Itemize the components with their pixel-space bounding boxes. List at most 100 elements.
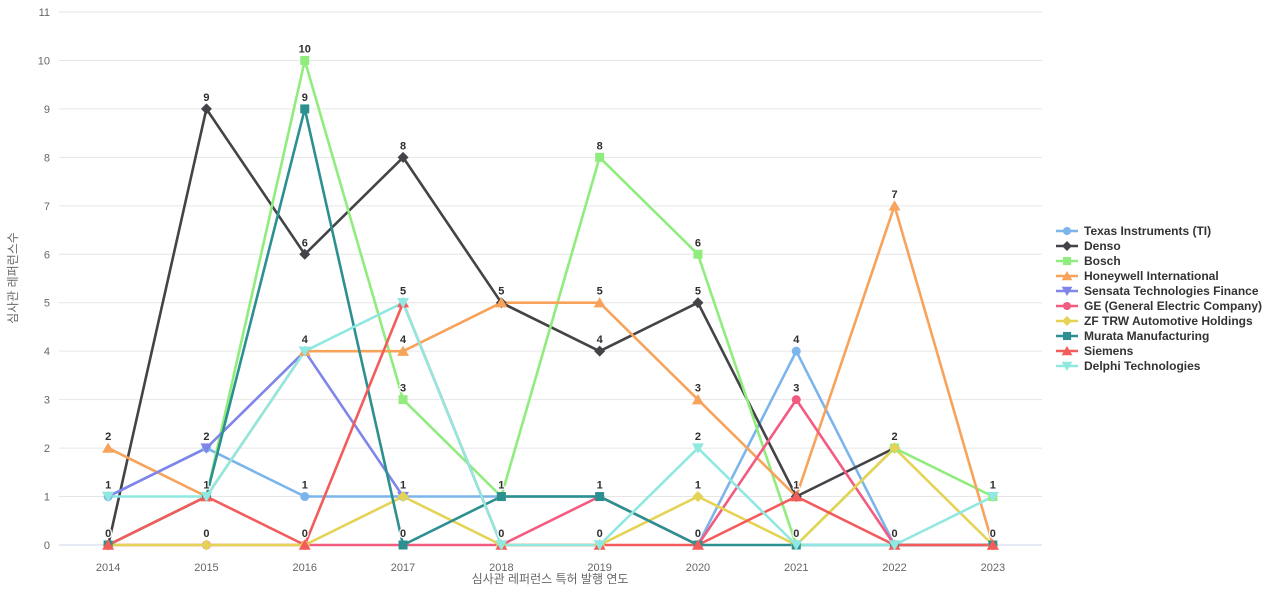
x-tick-label: 2016 — [293, 562, 317, 574]
data-point — [298, 539, 311, 550]
legend-item-label: Bosch — [1084, 254, 1121, 268]
data-point — [298, 346, 311, 357]
legend-item-label: Sensata Technologies Finance — [1084, 284, 1259, 298]
y-tick-label: 5 — [44, 298, 50, 310]
data-point — [495, 297, 508, 308]
data-point — [300, 492, 310, 502]
data-point — [790, 540, 803, 551]
data-point-label: 2 — [891, 431, 897, 443]
y-tick-label: 1 — [44, 492, 50, 504]
y-tick-label: 8 — [44, 152, 50, 164]
data-point — [299, 248, 311, 260]
data-point — [691, 443, 704, 454]
data-point-label: 1 — [302, 480, 308, 492]
data-point — [398, 395, 408, 405]
data-point-label: 1 — [105, 480, 111, 492]
data-point-label: 0 — [498, 528, 504, 540]
data-point — [300, 104, 310, 114]
y-tick-label: 4 — [44, 346, 50, 358]
data-point-label: 0 — [302, 528, 308, 540]
legend-item-10[interactable]: Delphi Technologies — [1056, 359, 1201, 373]
legend-marker-icon — [1062, 331, 1072, 341]
data-point — [496, 492, 506, 502]
data-point — [495, 540, 508, 551]
data-point — [200, 539, 212, 551]
data-point — [397, 345, 410, 356]
legend-item-5[interactable]: Sensata Technologies Finance — [1056, 284, 1259, 298]
data-point-label: 1 — [793, 480, 799, 492]
y-tick-label: 3 — [44, 395, 50, 407]
data-point — [200, 103, 212, 115]
data-point — [790, 490, 803, 502]
data-point-label: 0 — [597, 528, 603, 540]
x-tick-label: 2014 — [96, 562, 120, 574]
data-point — [692, 491, 704, 503]
y-tick-label: 10 — [38, 55, 50, 67]
legend-item-label: Delphi Technologies — [1084, 359, 1201, 373]
legend-item-label: Honeywell International — [1084, 269, 1219, 283]
data-point — [102, 539, 115, 550]
data-point — [593, 297, 606, 308]
data-point — [691, 539, 704, 550]
data-point-label: 4 — [597, 334, 604, 346]
data-point-label: 9 — [302, 92, 308, 104]
x-tick-label: 2020 — [686, 562, 710, 574]
legend-marker-icon — [1062, 256, 1072, 266]
legend-item-label: ZF TRW Automotive Holdings — [1084, 314, 1253, 328]
legend-marker-icon — [1062, 301, 1072, 311]
legend-item-label: Texas Instruments (TI) — [1084, 224, 1211, 238]
legend-item-label: GE (General Electric Company) — [1084, 299, 1262, 313]
legend-marker-icon — [1062, 226, 1072, 236]
legend-item-6[interactable]: GE (General Electric Company) — [1056, 299, 1262, 313]
x-tick-label: 2021 — [784, 562, 808, 574]
legend-item-3[interactable]: Bosch — [1056, 254, 1121, 268]
legend: Texas Instruments (TI)DensoBoschHoneywel… — [1056, 224, 1262, 373]
legend-item-label: Siemens — [1084, 344, 1134, 358]
data-point-label: 4 — [793, 334, 800, 346]
x-tick-label: 2019 — [587, 562, 611, 574]
data-point — [888, 540, 901, 551]
legend-item-7[interactable]: ZF TRW Automotive Holdings — [1056, 314, 1253, 328]
data-point-label: 0 — [105, 528, 111, 540]
data-point-label: 3 — [400, 383, 406, 395]
x-axis-title: 심사관 레퍼런스 특허 발행 연도 — [472, 571, 629, 586]
data-point-label: 5 — [597, 286, 603, 298]
data-points — [102, 55, 999, 551]
data-point — [595, 152, 605, 162]
data-point — [986, 539, 999, 550]
x-tick-label: 2022 — [882, 562, 906, 574]
data-point-label: 4 — [302, 334, 309, 346]
data-point — [397, 298, 410, 309]
data-point-label: 2 — [105, 431, 111, 443]
data-point — [691, 394, 704, 405]
data-point-label: 6 — [695, 237, 701, 249]
y-tick-label: 6 — [44, 249, 50, 261]
data-point-label: 3 — [793, 383, 799, 395]
data-point-label: 1 — [695, 480, 701, 492]
legend-item-2[interactable]: Denso — [1056, 239, 1121, 253]
data-point-label: 8 — [400, 140, 406, 152]
x-tick-label: 2015 — [194, 562, 218, 574]
data-point-label: 5 — [400, 286, 406, 298]
series-line-10 — [106, 301, 995, 547]
data-point-label: 7 — [891, 189, 897, 201]
data-point-label: 6 — [302, 237, 308, 249]
data-point-label: 2 — [203, 431, 209, 443]
data-point-label: 2 — [695, 431, 701, 443]
legend-item-9[interactable]: Siemens — [1056, 344, 1134, 358]
data-point-label: 0 — [203, 528, 209, 540]
legend-marker-icon — [1062, 241, 1072, 251]
legend-item-label: Denso — [1084, 239, 1121, 253]
legend-item-1[interactable]: Texas Instruments (TI) — [1056, 224, 1211, 238]
y-tick-label: 2 — [44, 443, 50, 455]
data-point-label: 1 — [990, 480, 996, 492]
legend-marker-icon — [1061, 286, 1073, 297]
series-line-6 — [106, 398, 995, 547]
data-point — [986, 491, 999, 503]
legend-marker-icon — [1061, 270, 1073, 281]
legend-item-4[interactable]: Honeywell International — [1056, 269, 1219, 283]
data-point-label: 9 — [203, 92, 209, 104]
legend-item-8[interactable]: Murata Manufacturing — [1056, 329, 1209, 343]
